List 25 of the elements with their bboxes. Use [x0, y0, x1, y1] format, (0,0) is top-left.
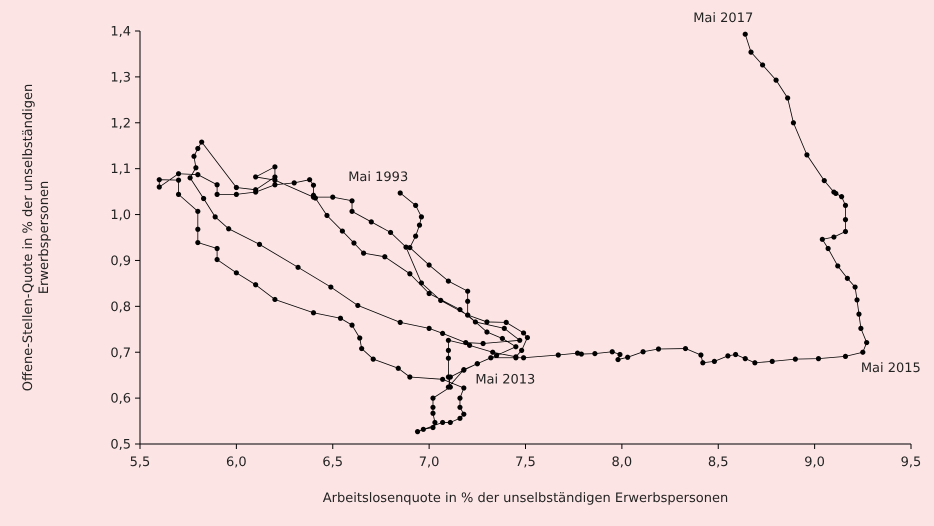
annotation: Mai 2013 [475, 372, 536, 388]
x-tick-label: 7,0 [418, 455, 440, 470]
x-tick-label: 8,5 [708, 455, 729, 470]
x-tick-label: 9,0 [804, 455, 825, 470]
y-tick-label: 1,0 [110, 208, 131, 224]
y-tick-label: 1,2 [110, 116, 131, 132]
y-tick-label: 1,4 [110, 24, 131, 40]
y-tick-label: 0,5 [110, 438, 131, 453]
y-tick-label: 0,6 [110, 392, 131, 407]
x-tick-label: 6,5 [322, 455, 344, 470]
annotation: Mai 2017 [693, 11, 754, 26]
y-tick-label: 1,3 [110, 70, 131, 86]
x-tick-label: 5,5 [130, 455, 150, 470]
y-tick-label: 0,7 [110, 346, 131, 361]
x-axis-title: Arbeitslosenquote in % der unselbständigen Erwerbspersonen [322, 491, 728, 506]
annotation: Mai 1993 [348, 170, 408, 185]
x-tick-label: 9,5 [900, 455, 922, 470]
y-tick-label: 1,1 [110, 162, 131, 178]
y-tick-label: 0,9 [110, 254, 131, 269]
y-tick-label: 0,8 [110, 300, 131, 315]
x-tick-label: 6,0 [226, 455, 247, 470]
x-tick-label: 8,0 [612, 455, 632, 470]
y-axis-title: Offene-Stellen-Quote in % der unselbständigen Erwerbspersonen [21, 84, 52, 392]
annotation: Mai 2015 [860, 361, 921, 376]
x-tick-label: 7,5 [515, 455, 536, 470]
